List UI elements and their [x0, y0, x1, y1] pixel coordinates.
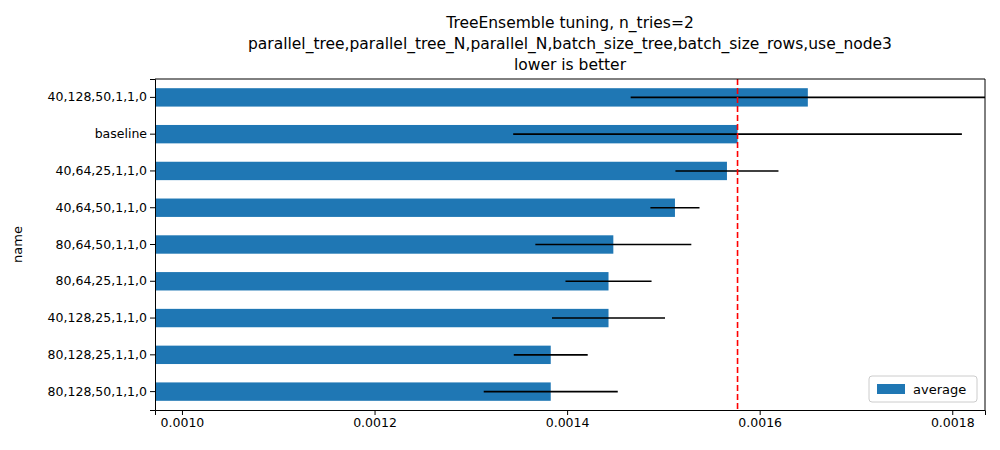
x-tick-label: 0.0016	[738, 415, 782, 430]
x-tick-label: 0.0012	[353, 415, 397, 430]
y-tick: 80,64,25,1,1,0	[56, 273, 155, 288]
y-tick-mark	[150, 134, 155, 135]
x-tick: 0.0014	[546, 410, 590, 430]
x-axis: 0.0010 0.0012 0.0014 0.0016 0.0018	[156, 410, 986, 430]
y-tick-label: 40,64,25,1,1,0	[56, 163, 147, 178]
y-tick-label: 40,128,25,1,1,0	[48, 310, 147, 325]
y-tick-label: 80,128,50,1,1,0	[48, 384, 147, 399]
frame-right	[985, 79, 986, 410]
title-line: TreeEnsemble tuning, n_tries=2	[445, 14, 694, 33]
x-tick: 0.0016	[738, 410, 782, 430]
y-tick: 40,128,25,1,1,0	[48, 310, 155, 325]
x-tick-label: 0.0014	[546, 415, 590, 430]
x-tick: 0.0012	[353, 410, 397, 430]
y-tick-mark	[150, 354, 155, 355]
error-bar	[514, 354, 588, 356]
legend-swatch	[877, 384, 905, 394]
x-tick: 0.0010	[161, 410, 205, 430]
y-tick: 80,128,50,1,1,0	[48, 384, 155, 399]
bar	[155, 199, 675, 217]
y-tick-label: baseline	[95, 126, 148, 141]
bar	[155, 162, 727, 180]
y-tick-mark	[150, 170, 155, 171]
legend: average	[869, 376, 977, 402]
y-tick-mark	[150, 244, 155, 245]
y-tick: 80,64,50,1,1,0	[56, 237, 155, 252]
error-bar	[552, 317, 665, 319]
chart: TreeEnsemble tuning, n_tries=2 parallel_t…	[0, 0, 1000, 450]
y-tick: 40,64,50,1,1,0	[56, 200, 155, 215]
y-tick-label: 40,128,50,1,1,0	[48, 89, 147, 104]
y-tick-mark	[150, 207, 155, 208]
error-bar	[650, 207, 699, 209]
y-tick-mark	[150, 391, 155, 392]
bar	[155, 309, 609, 327]
error-bar	[631, 97, 985, 99]
y-tick: 40,64,25,1,1,0	[56, 163, 155, 178]
y-tick-mark	[150, 318, 155, 319]
x-tick-label: 0.0018	[931, 415, 975, 430]
y-axis-title: name	[10, 226, 25, 263]
title: TreeEnsemble tuning, n_tries=2 parallel_t…	[248, 14, 892, 74]
y-tick: 40,128,50,1,1,0	[48, 89, 155, 104]
legend-label: average	[913, 382, 966, 397]
plot-area	[155, 79, 985, 410]
y-tick: 80,128,25,1,1,0	[48, 347, 155, 362]
bar	[155, 272, 609, 290]
y-tick-mark	[150, 281, 155, 282]
title-line: parallel_tree,parallel_tree_N,parallel_N…	[248, 35, 892, 54]
y-tick-label: 80,64,25,1,1,0	[56, 273, 147, 288]
y-tick-label: 80,128,25,1,1,0	[48, 347, 147, 362]
y-tick: baseline	[95, 126, 155, 141]
y-tick-label: 80,64,50,1,1,0	[56, 237, 147, 252]
x-tick-label: 0.0010	[161, 415, 205, 430]
legend-box	[869, 376, 977, 402]
error-bar	[675, 170, 778, 172]
error-bar	[565, 280, 651, 282]
y-tick-mark	[150, 97, 155, 98]
y-axis: 40,128,50,1,1,0 baseline 40,64,25,1,1,0 40,…	[48, 80, 156, 411]
title-line: lower is better	[514, 56, 627, 74]
x-tick: 0.0018	[931, 410, 975, 430]
frame-top	[155, 79, 985, 80]
y-axis-line	[150, 80, 156, 411]
error-bar	[535, 244, 691, 246]
reference-line	[737, 79, 739, 410]
y-tick-label: 40,64,50,1,1,0	[56, 200, 147, 215]
error-bar	[484, 391, 618, 393]
bar	[155, 346, 551, 364]
